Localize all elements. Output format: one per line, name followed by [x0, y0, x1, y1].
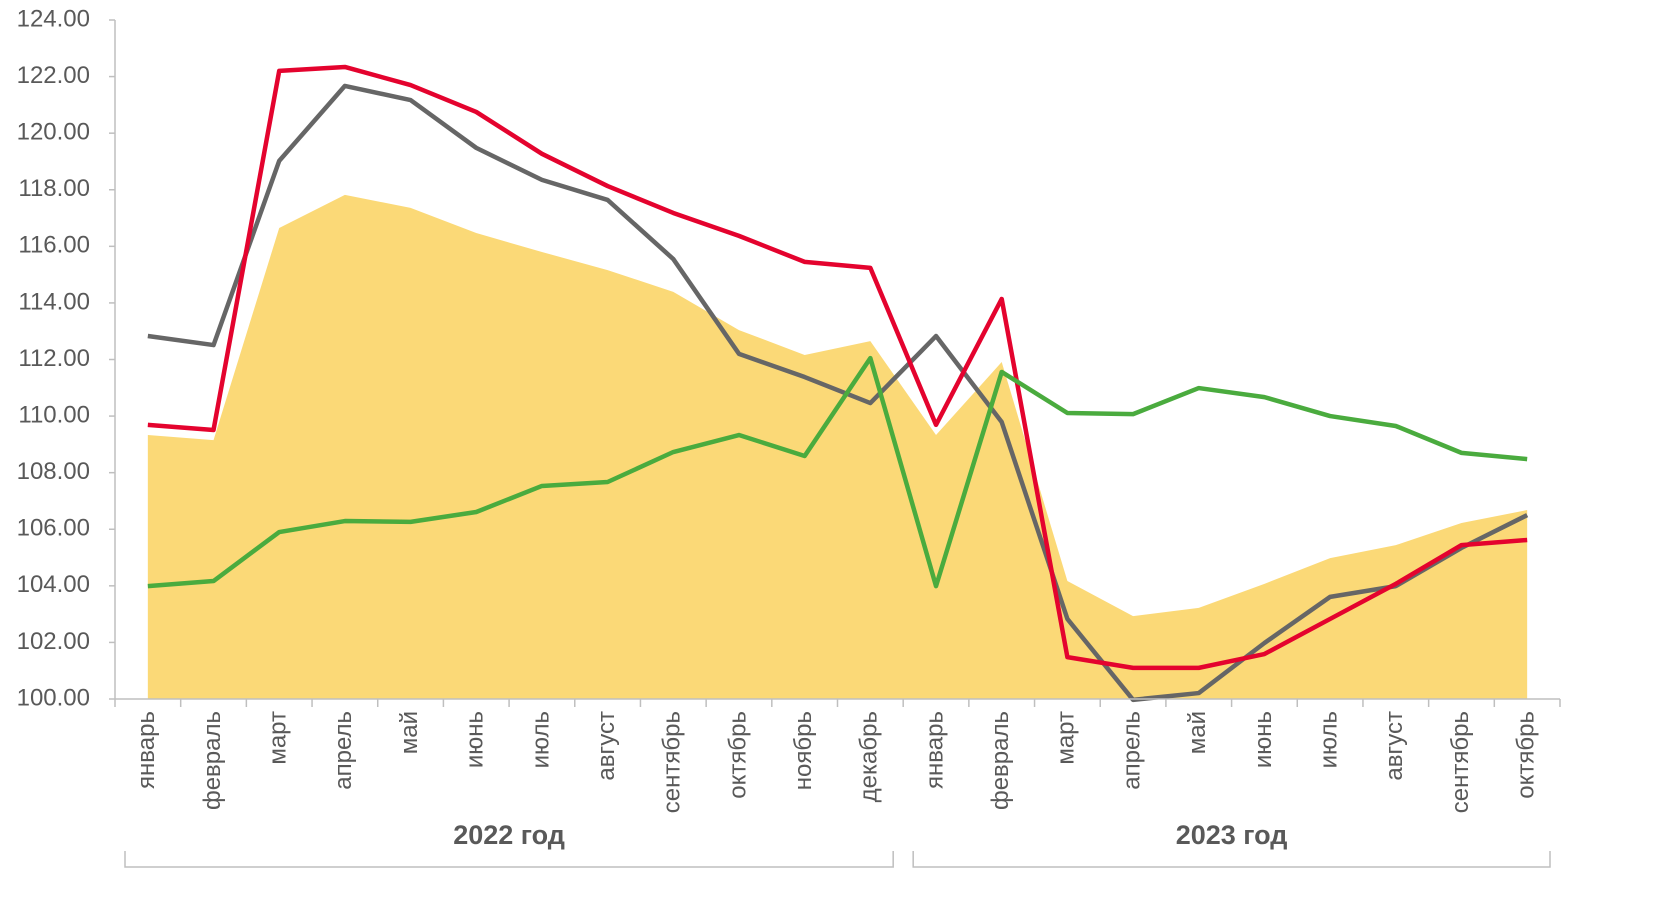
x-tick-label: май	[396, 711, 423, 754]
y-tick-label: 108.00	[17, 458, 90, 485]
x-tick-label: июль	[1315, 711, 1342, 768]
x-tick-label: ноябрь	[790, 711, 817, 790]
x-tick-label: август	[1381, 711, 1408, 781]
line	[147, 83, 1529, 703]
line	[147, 355, 1528, 589]
x-tick-label: октябрь	[724, 711, 751, 799]
x-tick-label: февраль	[987, 711, 1014, 810]
x-tick-label: февраль	[199, 711, 226, 810]
x-tick-label: июнь	[462, 711, 489, 768]
x-tick-label: март	[265, 711, 292, 765]
group-bracket	[912, 851, 1551, 868]
x-tick-label: июль	[527, 711, 554, 768]
y-tick-label: 104.00	[17, 571, 90, 598]
y-tick-label: 114.00	[18, 288, 90, 315]
y-tick-label: 112.00	[18, 345, 90, 372]
x-tick-label: сентябрь	[1447, 711, 1474, 813]
x-tick-label: декабрь	[856, 711, 883, 802]
x-tick-label: сентябрь	[659, 711, 686, 813]
x-tick-label: июнь	[1250, 711, 1277, 768]
x-tick-label: октябрь	[1513, 711, 1540, 799]
x-tick-label: март	[1053, 711, 1080, 765]
x-tick-label: апрель	[1118, 711, 1145, 790]
x-tick-label: апрель	[330, 711, 357, 790]
y-tick-label: 118.00	[18, 175, 90, 202]
x-tick-label: январь	[133, 711, 160, 789]
y-tick-label: 116.00	[18, 232, 90, 259]
x-tick-label: август	[593, 711, 620, 781]
y-tick-label: 106.00	[17, 515, 90, 542]
x-tick-label: май	[1184, 711, 1211, 754]
group-label: 2022 год	[453, 820, 565, 850]
group-label: 2023 год	[1176, 820, 1288, 850]
y-tick-label: 102.00	[17, 628, 90, 655]
area	[147, 194, 1528, 699]
group-bracket	[124, 851, 894, 868]
y-tick-label: 110.00	[18, 401, 90, 428]
line	[147, 64, 1528, 671]
y-tick-label: 120.00	[17, 119, 90, 146]
y-tick-label: 122.00	[17, 62, 90, 89]
x-tick-label: январь	[921, 711, 948, 789]
y-tick-label: 124.00	[17, 5, 90, 32]
y-tick-label: 100.00	[17, 684, 90, 711]
